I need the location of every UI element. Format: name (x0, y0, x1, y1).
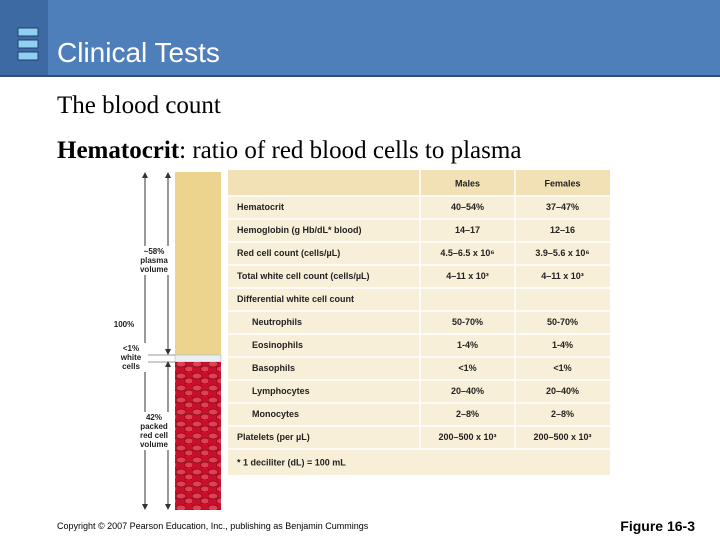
definition: : ratio of red blood cells to plasma (179, 137, 521, 164)
row-label: Neutrophils (252, 317, 302, 327)
figure-label: 42% (146, 413, 162, 422)
cell: 2–8% (551, 409, 574, 419)
body-line: Hematocrit: ratio of red blood cells to … (57, 137, 521, 164)
header-icon-bg (0, 0, 48, 75)
slide-title: Clinical Tests (57, 37, 220, 68)
label-bg (138, 246, 170, 275)
figure-label: 100% (114, 320, 134, 329)
row-label: Monocytes (252, 409, 299, 419)
cell: 37–47% (546, 202, 579, 212)
body-line: The blood count (57, 92, 221, 119)
cell: 3.9–5.6 x 10⁶ (535, 248, 589, 258)
table-header-bg (228, 170, 610, 196)
figure-label: <1% (123, 344, 139, 353)
cell: 40–54% (451, 202, 484, 212)
copyright: Copyright © 2007 Pearson Education, Inc.… (57, 521, 369, 531)
row-label: Lymphocytes (252, 386, 310, 396)
figure-label: plasma (140, 256, 168, 265)
header-icon (17, 27, 39, 61)
row-label: Eosinophils (252, 340, 303, 350)
cell: 200–500 x 10³ (533, 432, 591, 442)
cell: <1% (553, 363, 571, 373)
cell: 4–11 x 10³ (541, 271, 584, 281)
figure-label: volume (140, 440, 169, 449)
cell: 4.5–6.5 x 10⁶ (440, 248, 494, 258)
figure-label: ~58% (144, 247, 165, 256)
red-cells (175, 362, 221, 510)
figure-label: red cell (140, 431, 168, 440)
row-label: Basophils (252, 363, 295, 373)
figure-label: packed (140, 422, 168, 431)
figure-label: cells (122, 362, 140, 371)
label-bg (138, 412, 170, 450)
cell: <1% (458, 363, 476, 373)
row-label: Platelets (per µL) (237, 432, 310, 442)
row-label: Total white cell count (cells/µL) (237, 271, 370, 281)
row-label: Red cell count (cells/µL) (237, 248, 340, 258)
figure-label: white (120, 353, 142, 362)
row-label: Differential white cell count (237, 294, 354, 304)
cell: 50-70% (547, 317, 578, 327)
cell: 4–11 x 10³ (446, 271, 489, 281)
cell: 1-4% (457, 340, 478, 350)
row-label: Hematocrit (237, 202, 284, 212)
cell: 12–16 (550, 225, 575, 235)
cell: 20–40% (546, 386, 579, 396)
header-bar (0, 0, 720, 75)
figure-label: volume (140, 265, 169, 274)
table-bg (228, 170, 610, 475)
cell: 1-4% (552, 340, 573, 350)
white-cells (174, 354, 222, 363)
label-bg (115, 343, 147, 372)
plasma (175, 172, 221, 355)
column-header: Females (544, 178, 580, 188)
header-rule (0, 75, 720, 77)
cell: 2–8% (456, 409, 479, 419)
cell: 14–17 (455, 225, 480, 235)
column-header: Males (455, 178, 480, 188)
figure-number: Figure 16-3 (620, 518, 695, 534)
cell: 50-70% (452, 317, 483, 327)
cell: 200–500 x 10³ (438, 432, 496, 442)
label-bg (110, 318, 140, 330)
term: Hematocrit (57, 137, 180, 164)
row-label: Hemoglobin (g Hb/dL* blood) (237, 225, 361, 235)
cell: 20–40% (451, 386, 484, 396)
footnote: * 1 deciliter (dL) = 100 mL (237, 457, 346, 467)
